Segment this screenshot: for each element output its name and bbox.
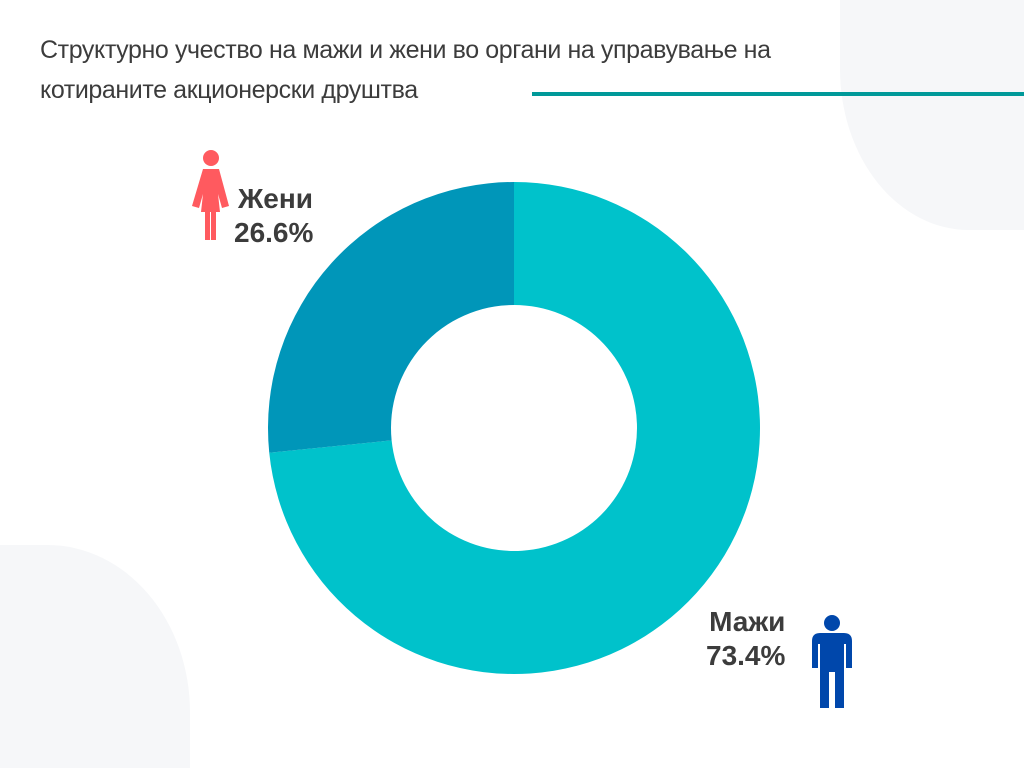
women-category-label: Жени <box>238 183 314 214</box>
title-line-2: котираните акционерски друштва <box>40 76 418 104</box>
chart-title: Структурно учество на мажи и жени во орг… <box>40 30 940 110</box>
title-line-1: Структурно учество на мажи и жени во орг… <box>40 36 771 64</box>
female-figure-icon <box>192 150 229 240</box>
male-figure-icon <box>812 615 852 708</box>
donut-slice-women <box>267 181 514 453</box>
donut-slice-men <box>269 182 760 674</box>
title-underline <box>532 92 1024 96</box>
women-label: Жени 26.6% <box>234 182 314 250</box>
men-category-label: Мажи <box>709 606 786 637</box>
men-value-label: 73.4% <box>706 640 786 671</box>
men-label: Мажи 73.4% <box>706 605 785 673</box>
women-value-label: 26.6% <box>234 217 314 248</box>
